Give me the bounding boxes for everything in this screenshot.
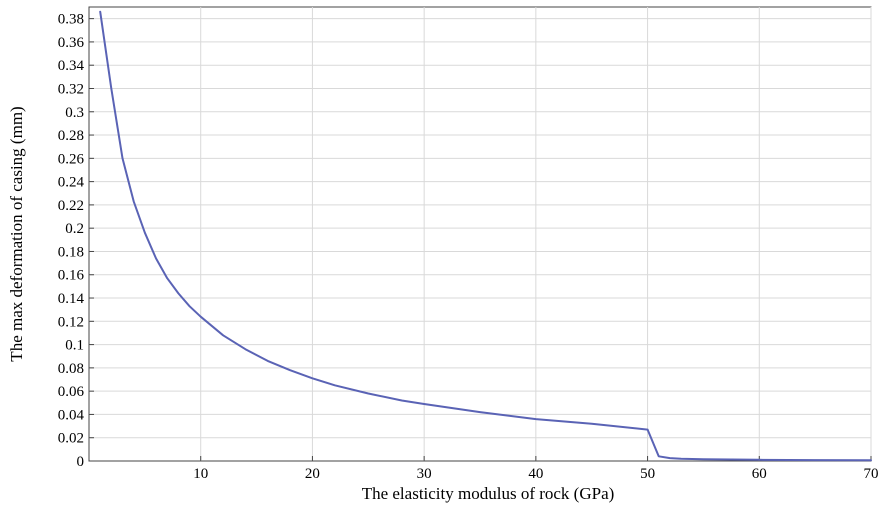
x-tick-label: 60 (752, 466, 767, 482)
y-tick-label: 0.38 (58, 12, 84, 28)
y-tick-label: 0.04 (58, 407, 85, 423)
x-tick-label: 10 (193, 466, 208, 482)
y-tick-label: 0.08 (58, 361, 84, 377)
y-tick-label: 0.18 (58, 244, 84, 260)
grid (89, 7, 872, 461)
y-tick-label: 0.14 (58, 291, 85, 307)
x-tick-label: 50 (640, 466, 655, 482)
y-tick-label: 0.12 (58, 314, 84, 330)
y-tick-label: 0.36 (58, 35, 85, 51)
series-line (99, 10, 872, 462)
y-tick-label: 0.28 (58, 128, 84, 144)
x-tick-label: 20 (305, 466, 320, 482)
y-tick-label: 0.2 (65, 221, 84, 237)
x-axis-label: The elasticity modulus of rock (GPa) (362, 484, 615, 503)
axis-ticks: 10 20 30 40 50 60 70 0 0.02 0.04 0.06 0.08 0.1 0.12 0.… (58, 12, 879, 482)
y-tick-label: 0.34 (58, 58, 85, 74)
y-tick-label: 0.02 (58, 431, 84, 447)
y-tick-label: 0.16 (58, 268, 85, 284)
x-tick-label: 30 (417, 466, 432, 482)
x-tick-label: 70 (864, 466, 879, 482)
y-tick-label: 0.22 (58, 198, 84, 214)
y-tick-label: 0.06 (58, 384, 85, 400)
y-axis-label: The max deformation of casing (mm) (7, 106, 26, 361)
x-tick-label: 40 (528, 466, 543, 482)
y-tick-label: 0.26 (58, 151, 85, 167)
y-tick-label: 0.3 (65, 105, 84, 121)
y-tick-label: 0.32 (58, 81, 84, 97)
series (99, 10, 872, 462)
y-tick-label: 0 (77, 454, 85, 470)
y-tick-label: 0.1 (65, 338, 84, 354)
y-tick-label: 0.24 (58, 175, 85, 191)
plot-area (88, 6, 872, 462)
